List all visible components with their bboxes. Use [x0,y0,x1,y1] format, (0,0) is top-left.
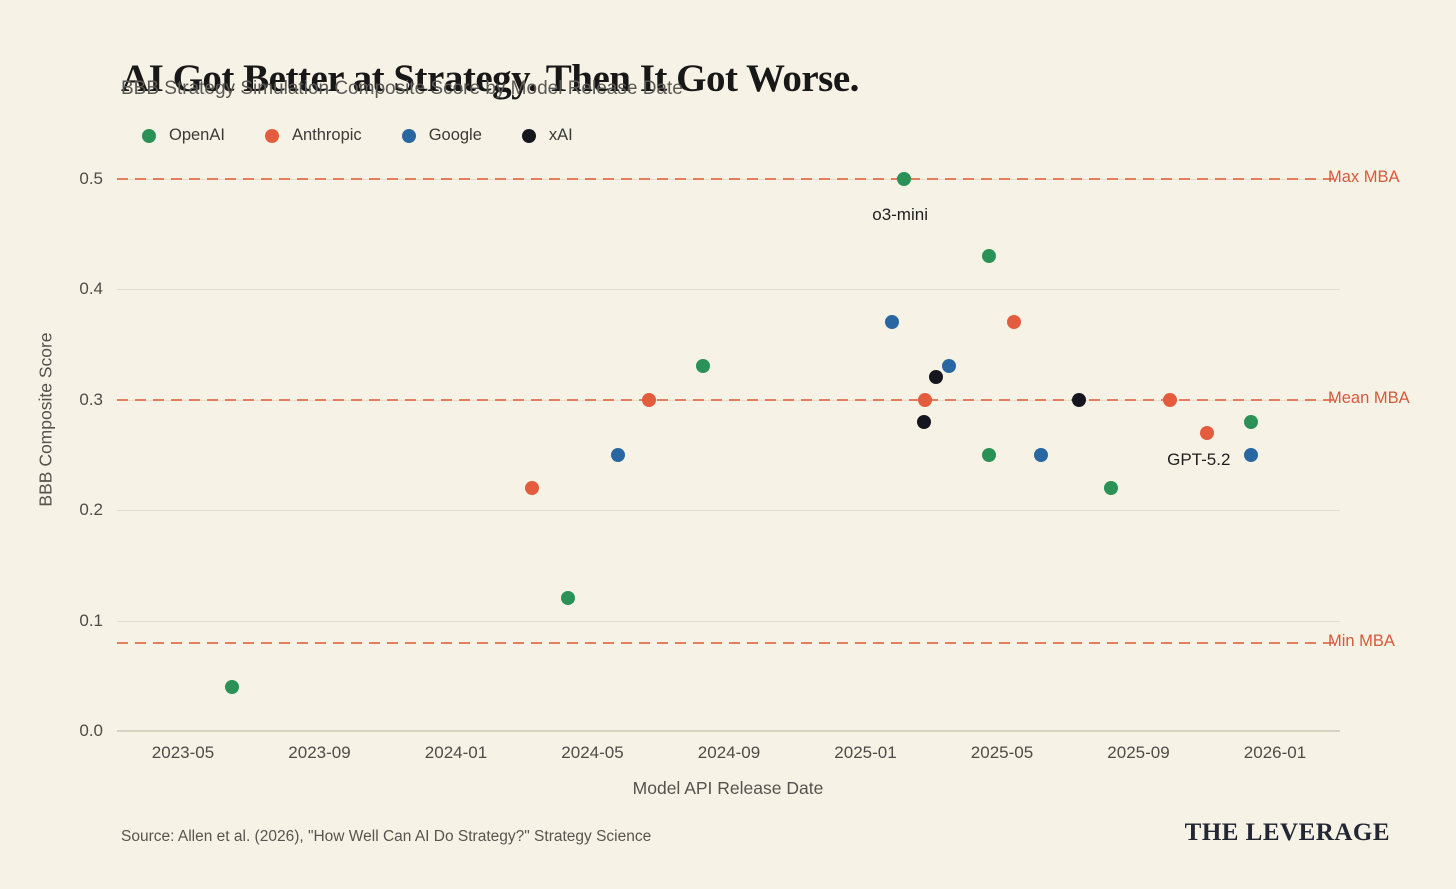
data-point-anthropic [1199,425,1214,440]
legend-dot-icon [401,128,416,143]
legend-label: Google [428,126,482,144]
x-tick-label: 2023-09 [288,743,351,762]
y-tick-label: 0.0 [79,721,103,740]
reference-line-label-min-mba: Min MBA [1328,631,1395,650]
publication-logo: THE LEVERAGE [1184,819,1390,846]
y-tick-label: 0.5 [79,168,103,188]
reference-line-mean-mba [117,398,1333,401]
reference-line-max-mba [117,177,1333,180]
y-tick-label: 0.1 [79,610,103,630]
data-point-google [1033,447,1048,462]
data-point-anthropic [642,392,657,407]
data-point-openai [897,171,912,186]
x-tick-label: 2025-05 [970,743,1034,762]
y-tick-label: 0.4 [79,279,103,299]
reference-line-min-mba [117,641,1333,644]
data-point-openai [224,679,239,694]
data-point-google [1243,447,1258,462]
chart-legend: OpenAI Anthropic Google xAI [142,126,573,145]
annotation-o3-mini: o3-mini [872,204,928,224]
gridline [117,289,1340,291]
data-point-openai [1243,414,1258,429]
legend-dot-icon [142,128,156,143]
data-point-openai [695,359,710,374]
data-point-google [611,447,626,462]
data-point-anthropic [525,480,540,495]
x-tick-label: 2024-01 [424,743,488,762]
legend-dot-icon [521,128,536,143]
legend-dot-icon [264,128,279,143]
data-point-openai [982,447,997,462]
x-tick-label: 2025-01 [834,743,897,762]
legend-item-google: Google [401,126,482,145]
source-citation: Source: Allen et al. (2026), "How Well C… [121,828,652,845]
data-point-google [885,315,900,330]
legend-item-anthropic: Anthropic [264,126,362,145]
data-point-openai [982,248,997,263]
data-point-openai [1104,480,1119,495]
x-tick-label: 2026-01 [1243,743,1307,762]
data-point-openai [561,591,576,606]
legend-label: Anthropic [291,126,362,144]
chart-subtitle: BBB Strategy Simulation Composite Score … [121,78,683,99]
data-point-google [942,359,957,374]
annotation-gpt-5-2: GPT-5.2 [1167,449,1231,469]
x-tick-label: 2023-05 [151,743,215,762]
gridline [117,620,1340,622]
y-axis-title: BBB Composite Score [35,332,56,507]
data-point-xai [917,414,932,429]
data-point-anthropic [918,392,933,407]
x-axis-title: Model API Release Date [632,778,824,798]
legend-item-xai: xAI [521,126,573,145]
data-point-xai [1072,392,1087,407]
data-point-anthropic [1162,392,1177,407]
legend-label: OpenAI [169,126,225,144]
x-axis-line [117,730,1340,732]
legend-item-openai: OpenAI [142,126,225,145]
scatter-plot-area: 0.0 0.1 0.2 0.3 0.4 0.5 2023-05 2023-09 2024-01 2… [79,155,1409,762]
reference-line-label-mean-mba: Mean MBA [1328,388,1410,407]
legend-label: xAI [548,126,573,144]
x-tick-label: 2024-09 [697,743,761,762]
gridline [117,510,1340,512]
reference-line-label-max-mba: Max MBA [1328,167,1400,186]
page-title: AI Got Better at Strategy. Then It Got W… [121,57,859,101]
y-tick-label: 0.3 [79,389,103,409]
data-point-xai [928,370,943,385]
x-tick-label: 2024-05 [561,743,624,762]
data-point-anthropic [1007,315,1022,330]
y-tick-label: 0.2 [79,500,103,520]
x-tick-label: 2025-09 [1107,743,1170,762]
